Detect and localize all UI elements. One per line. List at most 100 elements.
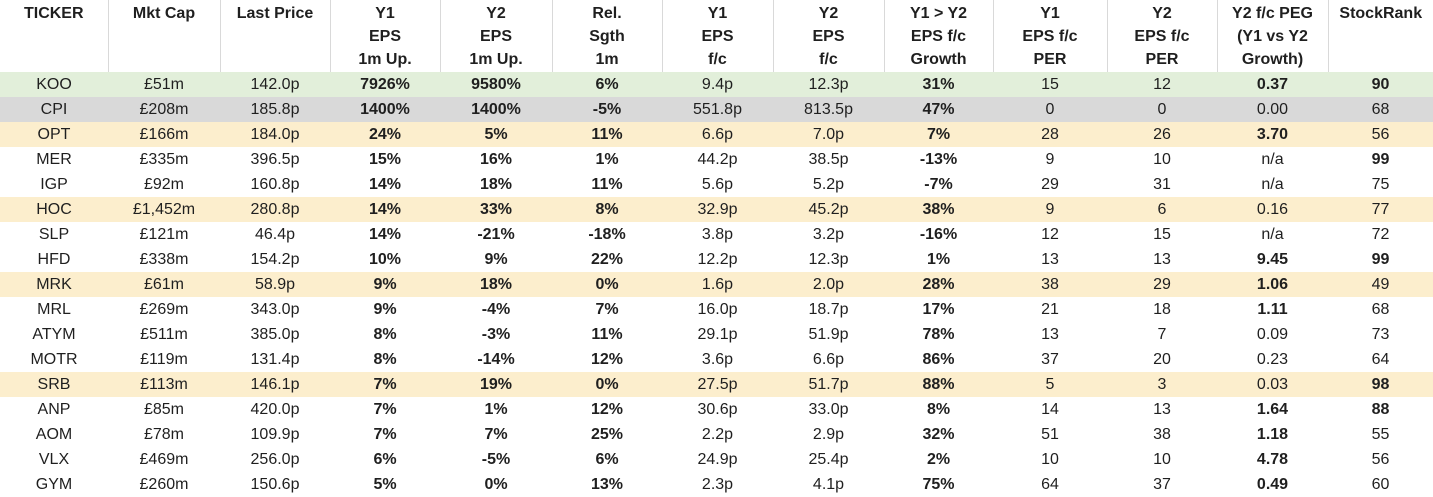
- cell-rel-sgth-1m: 25%: [590, 425, 624, 443]
- cell-y1-eps-fc: 3.6p: [701, 350, 734, 368]
- cell-y2-fc-peg: 9.45: [1256, 250, 1289, 268]
- column-header-line: Sgth: [589, 28, 625, 45]
- column-header-line: PER: [1145, 51, 1179, 68]
- column-header-line: EPS f/c: [910, 28, 967, 45]
- table-row-koo: KOO £51m 142.0p 7926% 9580% 6% 9.4p 12.3p 31% 15 1…: [0, 72, 1433, 97]
- cell-y2-fc-peg: 4.78: [1256, 450, 1289, 468]
- cell-y1-y2-growth: -7%: [924, 175, 953, 193]
- cell-y2-eps-1m-up: 33%: [479, 200, 513, 218]
- cell-mkt-cap: £119m: [140, 350, 188, 368]
- cell-y2-eps-1m-up: -14%: [477, 350, 515, 368]
- cell-y1-eps-fc: 6.6p: [701, 125, 734, 143]
- cell-last-price: 185.8p: [250, 100, 300, 118]
- cell-y2-fc-peg: 1.64: [1256, 400, 1289, 418]
- column-header-line: Rel.: [592, 5, 622, 22]
- cell-y2-fc-peg: 0.49: [1256, 475, 1289, 493]
- cell-rel-sgth-1m: 0%: [595, 275, 619, 293]
- table-row-hoc: HOC £1,452m 280.8p 14% 33% 8% 32.9p 45.2p 38% 9 6 0…: [0, 197, 1433, 222]
- cell-ticker: AOM: [35, 425, 73, 443]
- cell-last-price: 58.9p: [254, 275, 296, 293]
- column-header-line: (Y1 vs Y2: [1237, 28, 1308, 45]
- cell-ticker: MRK: [36, 275, 72, 293]
- cell-stockrank: 64: [1371, 350, 1390, 368]
- cell-y2-eps-fc: 45.2p: [808, 200, 849, 218]
- cell-ticker: MRL: [37, 300, 71, 318]
- cell-y1-eps-1m-up: 1400%: [360, 100, 410, 118]
- cell-last-price: 160.8p: [250, 175, 300, 193]
- cell-y2-fc-peg: n/a: [1261, 225, 1284, 243]
- cell-mkt-cap: £469m: [139, 450, 189, 468]
- cell-y1-eps-fc: 29.1p: [697, 325, 738, 343]
- column-header-line: Growth): [1241, 51, 1304, 68]
- cell-ticker: HFD: [37, 250, 71, 268]
- cell-y1-eps-1m-up: 7%: [373, 425, 397, 443]
- cell-y2-eps-fc: 51.9p: [808, 325, 849, 343]
- column-header-line: 1m Up.: [358, 51, 412, 68]
- cell-stockrank: 90: [1371, 75, 1390, 93]
- cell-mkt-cap: £61m: [143, 275, 185, 293]
- table-row-vlx: VLX £469m 256.0p 6% -5% 6% 24.9p 25.4p 2% 10 10 4.7…: [0, 447, 1433, 472]
- cell-y2-eps-fc-per: 29: [1153, 275, 1171, 293]
- cell-mkt-cap: £92m: [143, 175, 185, 193]
- cell-y2-eps-fc-per: 13: [1153, 250, 1171, 268]
- cell-last-price: 184.0p: [250, 125, 300, 143]
- cell-mkt-cap: £121m: [139, 225, 189, 243]
- header-row: TICKER Mkt Cap Last Price Y1 EPS 1m Up. Y2 EPS 1…: [0, 0, 1433, 72]
- column-header-line: EPS: [368, 28, 401, 45]
- cell-y1-y2-growth: 31%: [922, 75, 955, 93]
- cell-stockrank: 56: [1371, 125, 1390, 143]
- cell-y1-eps-fc: 24.9p: [697, 450, 738, 468]
- cell-y2-eps-fc: 2.0p: [812, 275, 845, 293]
- cell-y1-eps-fc: 44.2p: [697, 150, 738, 168]
- cell-y1-eps-fc: 2.3p: [701, 475, 734, 493]
- cell-y2-eps-fc: 7.0p: [812, 125, 845, 143]
- cell-ticker: CPI: [40, 100, 68, 118]
- cell-y1-eps-fc-per: 28: [1041, 125, 1059, 143]
- column-header-line: Y1: [1040, 5, 1060, 22]
- cell-y1-eps-1m-up: 14%: [368, 175, 402, 193]
- column-header-line: Y2: [486, 5, 506, 22]
- cell-y2-eps-1m-up: 16%: [479, 150, 513, 168]
- cell-y2-fc-peg: 0.23: [1256, 350, 1289, 368]
- cell-rel-sgth-1m: 13%: [590, 475, 624, 493]
- cell-y2-eps-fc-per: 10: [1153, 450, 1171, 468]
- column-header-line: 1m: [595, 51, 619, 68]
- cell-y1-eps-fc-per: 29: [1041, 175, 1059, 193]
- cell-rel-sgth-1m: 11%: [591, 125, 623, 143]
- column-header-line: Y1: [707, 5, 728, 22]
- cell-y1-eps-1m-up: 8%: [373, 350, 397, 368]
- cell-stockrank: 88: [1371, 400, 1390, 418]
- table-row-hfd: HFD £338m 154.2p 10% 9% 22% 12.2p 12.3p 1% 13 13 9.…: [0, 247, 1433, 272]
- cell-ticker: ATYM: [32, 325, 76, 343]
- cell-ticker: HOC: [36, 200, 72, 218]
- cell-last-price: 46.4p: [254, 225, 296, 243]
- cell-y2-eps-fc-per: 13: [1153, 400, 1171, 418]
- column-header-line: Mkt Cap: [132, 5, 196, 22]
- cell-y1-y2-growth: 32%: [922, 425, 955, 443]
- cell-ticker: SRB: [37, 375, 71, 393]
- cell-y1-y2-growth: 17%: [922, 300, 955, 318]
- cell-y2-eps-fc-per: 3: [1157, 375, 1167, 393]
- cell-y2-eps-fc: 2.9p: [812, 425, 845, 443]
- cell-y1-eps-fc-per: 51: [1041, 425, 1059, 443]
- cell-y2-eps-1m-up: -4%: [481, 300, 511, 318]
- cell-stockrank: 56: [1371, 450, 1390, 468]
- cell-y1-eps-fc-per: 64: [1041, 475, 1059, 493]
- cell-y2-eps-1m-up: 1%: [484, 400, 508, 418]
- column-header-y1-y2-growth: Y1 > Y2 EPS f/c Growth: [884, 0, 994, 72]
- cell-y1-eps-1m-up: 7%: [373, 400, 397, 418]
- cell-last-price: 154.2p: [250, 250, 300, 268]
- cell-y2-eps-fc: 3.2p: [812, 225, 845, 243]
- cell-y2-eps-fc-per: 20: [1153, 350, 1171, 368]
- cell-y2-eps-fc: 5.2p: [812, 175, 845, 193]
- column-header-y2-eps-1m-up: Y2 EPS 1m Up.: [440, 0, 553, 72]
- cell-stockrank: 75: [1371, 175, 1390, 193]
- table-row-motr: MOTR £119m 131.4p 8% -14% 12% 3.6p 6.6p 86% 37 20 0…: [0, 347, 1433, 372]
- cell-ticker: GYM: [35, 475, 73, 493]
- cell-rel-sgth-1m: 12%: [590, 400, 624, 418]
- cell-stockrank: 99: [1371, 250, 1390, 268]
- cell-y2-eps-fc-per: 15: [1153, 225, 1171, 243]
- cell-y1-y2-growth: 75%: [922, 475, 955, 493]
- column-header-y1-eps-1m-up: Y1 EPS 1m Up.: [330, 0, 441, 72]
- cell-y1-eps-fc-per: 0: [1045, 100, 1055, 118]
